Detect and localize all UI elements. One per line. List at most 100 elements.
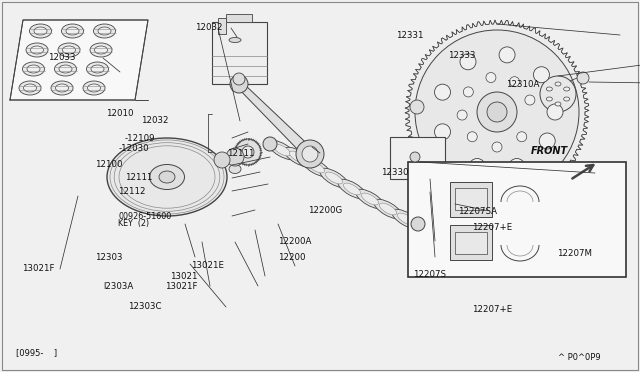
Circle shape: [499, 47, 515, 63]
Ellipse shape: [159, 171, 175, 183]
Ellipse shape: [344, 183, 360, 195]
Circle shape: [230, 75, 248, 93]
Circle shape: [533, 67, 549, 83]
Circle shape: [435, 84, 451, 100]
Ellipse shape: [91, 65, 104, 73]
Circle shape: [263, 137, 277, 151]
Text: 13021F: 13021F: [22, 264, 55, 273]
Text: 12207SA: 12207SA: [458, 207, 497, 216]
Ellipse shape: [268, 140, 296, 160]
Text: KEY  (2): KEY (2): [118, 219, 150, 228]
Circle shape: [547, 104, 563, 120]
Text: 12112: 12112: [118, 187, 146, 196]
Circle shape: [469, 158, 485, 174]
Bar: [450, 225, 492, 260]
Text: 12100: 12100: [95, 160, 122, 169]
Ellipse shape: [326, 172, 342, 184]
Bar: [408, 162, 626, 277]
Ellipse shape: [555, 82, 561, 86]
Text: 12032: 12032: [195, 23, 223, 32]
Ellipse shape: [34, 27, 47, 35]
Circle shape: [467, 132, 477, 142]
Ellipse shape: [63, 46, 76, 54]
Ellipse shape: [29, 24, 51, 38]
Circle shape: [492, 142, 502, 152]
Circle shape: [415, 30, 579, 194]
Text: 12310A: 12310A: [506, 80, 539, 89]
Ellipse shape: [229, 38, 241, 42]
Ellipse shape: [61, 24, 83, 38]
Text: l2303A: l2303A: [104, 282, 134, 291]
Ellipse shape: [93, 24, 115, 38]
Polygon shape: [234, 84, 318, 154]
Ellipse shape: [338, 179, 366, 199]
Ellipse shape: [27, 65, 40, 73]
Circle shape: [460, 54, 476, 70]
Ellipse shape: [356, 189, 384, 209]
Text: 12330: 12330: [381, 169, 408, 177]
Circle shape: [487, 102, 507, 122]
Ellipse shape: [374, 199, 402, 219]
Ellipse shape: [397, 213, 415, 225]
Circle shape: [214, 152, 230, 168]
Ellipse shape: [307, 161, 324, 173]
Polygon shape: [405, 20, 589, 204]
Text: 12207S: 12207S: [413, 270, 446, 279]
Circle shape: [509, 158, 525, 174]
Circle shape: [516, 132, 527, 142]
Circle shape: [457, 110, 467, 120]
Circle shape: [463, 87, 474, 97]
Ellipse shape: [86, 62, 109, 76]
Text: 12111: 12111: [125, 173, 152, 182]
Bar: [390, 137, 445, 179]
Ellipse shape: [56, 84, 68, 92]
Text: 12331: 12331: [396, 31, 423, 40]
Circle shape: [302, 146, 318, 162]
Ellipse shape: [24, 84, 36, 92]
Text: 12032: 12032: [141, 116, 168, 125]
Ellipse shape: [95, 46, 108, 54]
Ellipse shape: [54, 62, 77, 76]
Ellipse shape: [564, 97, 570, 101]
Text: -12109: -12109: [125, 134, 156, 143]
Text: 12111: 12111: [227, 149, 255, 158]
Ellipse shape: [26, 43, 48, 57]
Ellipse shape: [166, 158, 211, 190]
Ellipse shape: [174, 163, 204, 185]
Ellipse shape: [547, 97, 552, 101]
Ellipse shape: [392, 209, 420, 229]
Ellipse shape: [229, 164, 241, 173]
Text: 13021E: 13021E: [191, 262, 224, 270]
Polygon shape: [10, 20, 148, 100]
Text: ^ P0^0P9: ^ P0^0P9: [558, 353, 601, 362]
Ellipse shape: [107, 138, 227, 216]
Text: -12030: -12030: [118, 144, 149, 153]
Circle shape: [410, 100, 424, 114]
Circle shape: [226, 148, 244, 166]
Ellipse shape: [284, 147, 312, 167]
Ellipse shape: [98, 27, 111, 35]
Ellipse shape: [380, 203, 397, 215]
Circle shape: [411, 217, 425, 231]
Circle shape: [525, 95, 535, 105]
Text: 12200: 12200: [278, 253, 306, 262]
Text: 13021F: 13021F: [165, 282, 198, 291]
Text: 12010: 12010: [106, 109, 133, 118]
Text: 12303: 12303: [95, 253, 122, 262]
Ellipse shape: [31, 46, 44, 54]
Ellipse shape: [83, 81, 105, 95]
Circle shape: [410, 152, 420, 162]
Text: 12333: 12333: [448, 51, 476, 60]
Ellipse shape: [547, 87, 552, 91]
Ellipse shape: [289, 151, 307, 163]
Text: 12207+E: 12207+E: [472, 223, 513, 232]
Text: 12200G: 12200G: [308, 206, 343, 215]
Text: 12200A: 12200A: [278, 237, 312, 246]
Ellipse shape: [59, 65, 72, 73]
Circle shape: [486, 73, 496, 83]
Circle shape: [233, 73, 245, 85]
Ellipse shape: [564, 87, 570, 91]
Ellipse shape: [362, 193, 378, 205]
Ellipse shape: [555, 102, 561, 106]
Bar: [212, 22, 267, 84]
